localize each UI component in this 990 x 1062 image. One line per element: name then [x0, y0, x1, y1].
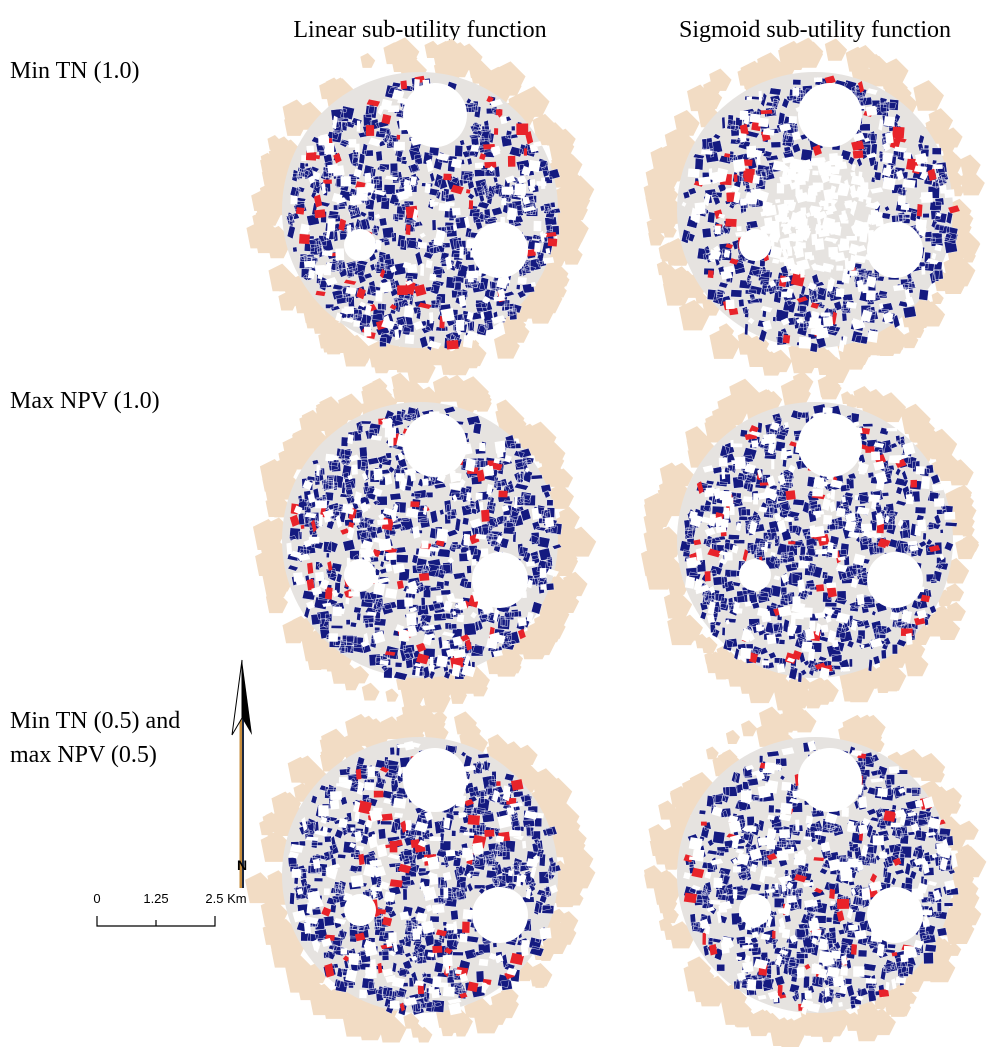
map-void	[344, 229, 376, 261]
row-label: Min TN (0.5) and	[10, 708, 180, 734]
row-label: max NPV (0.5)	[10, 742, 157, 768]
map-void	[344, 894, 376, 926]
scale-bar-line	[97, 916, 215, 926]
map	[644, 38, 985, 383]
map-void	[867, 552, 923, 608]
row-label: Min TN (1.0)	[10, 58, 140, 84]
map-void	[403, 413, 467, 477]
map-void	[403, 748, 467, 812]
scale-label: 2.5 Km	[205, 891, 246, 906]
column-header: Linear sub-utility function	[293, 17, 546, 43]
scale-label: 0	[93, 891, 100, 906]
map-void	[472, 887, 528, 943]
map-void	[867, 222, 923, 278]
map-void	[739, 894, 771, 926]
scale-bar: 0 1.25 2.5 Km	[93, 891, 246, 926]
north-arrow: N	[232, 660, 252, 888]
map-void	[798, 413, 862, 477]
map-void	[739, 559, 771, 591]
column-header: Sigmoid sub-utility function	[679, 17, 951, 43]
map-void	[798, 748, 862, 812]
map-void	[472, 552, 528, 608]
north-label: N	[237, 857, 247, 873]
map	[245, 700, 595, 1042]
map-void	[798, 83, 862, 147]
maps	[245, 37, 986, 1047]
figure: Linear sub-utility function Sigmoid sub-…	[0, 0, 990, 1062]
row-label: Max NPV (1.0)	[10, 388, 160, 414]
map	[644, 702, 986, 1047]
map-void	[344, 559, 376, 591]
map-void	[739, 229, 771, 261]
map-void	[867, 887, 923, 943]
map	[253, 373, 596, 713]
map-void	[403, 83, 467, 147]
map	[641, 371, 979, 710]
scale-label: 1.25	[143, 891, 168, 906]
map-void	[472, 222, 528, 278]
map	[246, 37, 594, 383]
